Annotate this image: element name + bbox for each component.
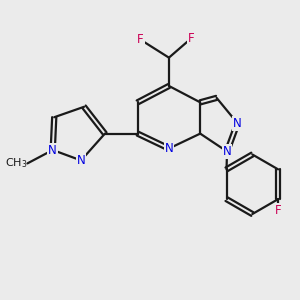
Text: F: F: [137, 33, 144, 46]
Text: CH$_3$: CH$_3$: [5, 157, 27, 170]
Text: N: N: [48, 143, 57, 157]
Text: F: F: [275, 204, 281, 217]
Text: N: N: [223, 145, 231, 158]
Text: N: N: [165, 142, 173, 155]
Text: N: N: [233, 117, 242, 130]
Text: F: F: [188, 32, 195, 45]
Text: N: N: [77, 154, 85, 167]
